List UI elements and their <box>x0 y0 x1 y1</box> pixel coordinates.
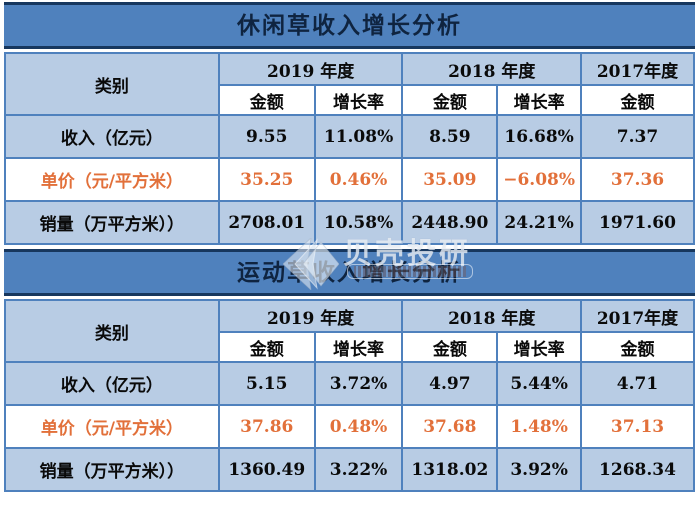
cell-value: 3.22% <box>313 447 404 492</box>
subheader-amount-2019: 金额 <box>217 84 316 116</box>
table-row-sales-volume: 销量（万平方米）） 2708.01 10.58% 2448.90 24.21% … <box>4 200 696 245</box>
table-row: 类别 2019 年度 2018 年度 2017年度 <box>4 299 696 363</box>
cell-value: 16.68% <box>496 114 582 159</box>
subheader-growth-2019: 增长率 <box>313 331 404 363</box>
subheader-growth-2018: 增长率 <box>496 84 582 116</box>
cell-value: −6.08% <box>496 157 582 202</box>
subheader-amount-2019: 金额 <box>217 331 316 363</box>
cell-value: 7.37 <box>579 114 696 159</box>
column-header-year-2019: 2019 年度 <box>217 52 404 86</box>
leisure-grass-table: 类别 2019 年度 2018 年度 2017年度 金额 增长率 金额 增长率 … <box>4 52 696 245</box>
column-header-year-2018: 2018 年度 <box>401 52 582 86</box>
cell-value: 3.72% <box>313 361 404 406</box>
cell-value: 37.13 <box>579 404 696 449</box>
cell-value: 37.36 <box>579 157 696 202</box>
column-header-category: 类别 <box>4 299 220 363</box>
cell-value: 8.59 <box>401 114 499 159</box>
subheader-amount-2017: 金额 <box>579 84 696 116</box>
subheader-growth-2018: 增长率 <box>496 331 582 363</box>
cell-value: 2448.90 <box>401 200 499 245</box>
cell-value: 5.44% <box>496 361 582 406</box>
table-row-revenue: 收入（亿元） 5.15 3.72% 4.97 5.44% 4.71 <box>4 361 696 406</box>
row-label-revenue: 收入（亿元） <box>4 114 220 159</box>
subheader-amount-2017: 金额 <box>579 331 696 363</box>
column-header-year-2018: 2018 年度 <box>401 299 582 333</box>
cell-value: 11.08% <box>313 114 404 159</box>
row-label-unit-price: 单价（元/平方米） <box>4 404 220 449</box>
cell-value: 37.86 <box>217 404 316 449</box>
cell-value: 4.97 <box>401 361 499 406</box>
column-header-year-2017: 2017年度 <box>579 299 696 333</box>
cell-value: 3.92% <box>496 447 582 492</box>
section-title-leisure: 休闲草收入增长分析 <box>4 2 695 49</box>
cell-value: 37.68 <box>401 404 499 449</box>
cell-value: 5.15 <box>217 361 316 406</box>
cell-value: 1268.34 <box>579 447 696 492</box>
table-row-sales-volume: 销量（万平方米）） 1360.49 3.22% 1318.02 3.92% 12… <box>4 447 696 492</box>
cell-value: 1971.60 <box>579 200 696 245</box>
cell-value: 4.71 <box>579 361 696 406</box>
row-label-unit-price: 单价（元/平方米） <box>4 157 220 202</box>
cell-value: 35.09 <box>401 157 499 202</box>
row-label-sales-volume: 销量（万平方米）） <box>4 447 220 492</box>
cell-value: 1.48% <box>496 404 582 449</box>
cell-value: 9.55 <box>217 114 316 159</box>
column-header-category: 类别 <box>4 52 220 116</box>
cell-value: 24.21% <box>496 200 582 245</box>
table-row: 类别 2019 年度 2018 年度 2017年度 <box>4 52 696 116</box>
section-leisure-grass: 休闲草收入增长分析 类别 2019 年度 2018 年度 2017年度 金额 增… <box>4 2 696 245</box>
report-page: 休闲草收入增长分析 类别 2019 年度 2018 年度 2017年度 金额 增… <box>4 2 696 492</box>
sports-grass-table: 类别 2019 年度 2018 年度 2017年度 金额 增长率 金额 增长率 … <box>4 299 696 492</box>
subheader-growth-2019: 增长率 <box>313 84 404 116</box>
table-row-unit-price: 单价（元/平方米） 37.86 0.48% 37.68 1.48% 37.13 <box>4 404 696 449</box>
subheader-amount-2018: 金额 <box>401 84 499 116</box>
table-row-unit-price: 单价（元/平方米） 35.25 0.46% 35.09 −6.08% 37.36 <box>4 157 696 202</box>
cell-value: 2708.01 <box>217 200 316 245</box>
table-row: 金额 增长率 金额 增长率 金额 <box>5 331 696 363</box>
cell-value: 0.48% <box>313 404 404 449</box>
row-label-sales-volume: 销量（万平方米）） <box>4 200 220 245</box>
section-sports-grass: 运动草收入增长分析 类别 2019 年度 2018 年度 2017年度 金额 增… <box>4 249 696 492</box>
section-title-sports: 运动草收入增长分析 <box>4 249 695 296</box>
table-row: 金额 增长率 金额 增长率 金额 <box>5 84 696 116</box>
cell-value: 0.46% <box>313 157 404 202</box>
table-row-revenue: 收入（亿元） 9.55 11.08% 8.59 16.68% 7.37 <box>4 114 696 159</box>
cell-value: 10.58% <box>313 200 404 245</box>
cell-value: 35.25 <box>217 157 316 202</box>
subheader-amount-2018: 金额 <box>401 331 499 363</box>
row-label-revenue: 收入（亿元） <box>4 361 220 406</box>
cell-value: 1318.02 <box>401 447 499 492</box>
cell-value: 1360.49 <box>217 447 316 492</box>
column-header-year-2019: 2019 年度 <box>217 299 404 333</box>
column-header-year-2017: 2017年度 <box>579 52 696 86</box>
